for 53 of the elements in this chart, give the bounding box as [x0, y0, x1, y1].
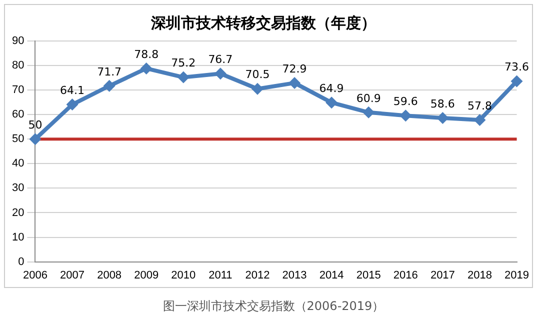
point: [66, 98, 78, 111]
x-tick-label: 2011: [208, 269, 232, 282]
data-label: 57.8: [467, 99, 492, 112]
y-tick-label: 30: [12, 182, 24, 194]
point: [251, 82, 264, 95]
point: [436, 112, 449, 124]
point: [362, 106, 375, 118]
data-label: 75.2: [171, 56, 196, 70]
point: [103, 80, 116, 92]
data-label: 60.9: [356, 92, 381, 105]
data-label: 64.9: [319, 82, 344, 95]
y-tick-label: 80: [12, 60, 24, 72]
x-tick-label: 2018: [467, 269, 492, 282]
text: 图一深圳市技术交易指数（2006-2019）: [162, 298, 386, 315]
point: [214, 68, 226, 80]
x-tick-label: 2007: [60, 269, 85, 282]
x-tick-label: 2006: [22, 269, 48, 282]
data-label: 78.8: [134, 48, 159, 61]
point: [288, 76, 301, 89]
y-tick-label: 90: [12, 35, 24, 48]
data-label: 70.5: [245, 68, 270, 82]
x-tick-label: 2008: [97, 269, 122, 282]
point: [474, 114, 486, 126]
x-tick-label: 2014: [319, 269, 344, 282]
data-label: 72.9: [282, 62, 307, 76]
data-label: 50: [28, 118, 42, 132]
point: [29, 133, 42, 146]
data-label: 59.6: [393, 94, 418, 108]
y-tick-label: 10: [12, 231, 24, 244]
data-label: 73.6: [504, 60, 530, 74]
point: [140, 62, 152, 74]
data-label: 76.7: [208, 52, 233, 66]
chart-title: 深圳市技术转移交易指数（年度）: [150, 14, 376, 32]
y-tick-label: 50: [12, 133, 24, 146]
y-tick-label: 60: [12, 108, 24, 121]
y-tick-label: 40: [12, 158, 24, 170]
data-label: 58.6: [430, 97, 455, 110]
x-tick-label: 2015: [356, 269, 381, 282]
x-tick-label: 2012: [245, 269, 270, 282]
point: [510, 75, 523, 88]
x-tick-label: 2016: [393, 269, 418, 282]
y-tick-label: 0: [18, 256, 24, 268]
data-label: 71.7: [97, 65, 122, 78]
point: [326, 96, 338, 109]
x-tick-label: 2019: [504, 269, 530, 282]
x-tick-label: 2009: [134, 269, 159, 282]
y-tick-label: 70: [12, 84, 24, 96]
x-tick-label: 2017: [430, 269, 455, 282]
data-label: 64.1: [60, 84, 85, 97]
point: [177, 71, 190, 84]
x-tick-label: 2013: [282, 269, 307, 282]
x-tick-label: 2010: [171, 269, 196, 282]
y-tick-label: 20: [12, 206, 24, 219]
